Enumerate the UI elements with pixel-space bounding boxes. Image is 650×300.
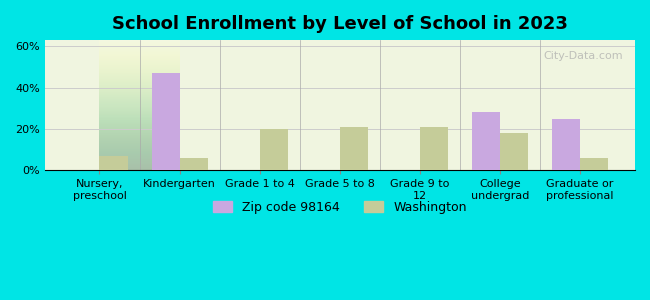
Bar <box>99 156 127 170</box>
Text: City-Data.com: City-Data.com <box>543 50 623 61</box>
Bar <box>179 158 207 170</box>
Legend: Zip code 98164, Washington: Zip code 98164, Washington <box>208 196 472 219</box>
Bar <box>580 158 608 170</box>
Bar <box>420 127 448 170</box>
Bar <box>151 73 179 170</box>
Bar <box>500 133 528 170</box>
Title: School Enrollment by Level of School in 2023: School Enrollment by Level of School in … <box>112 15 567 33</box>
Bar <box>552 118 580 170</box>
Bar <box>340 127 368 170</box>
Bar <box>472 112 500 170</box>
Bar <box>260 129 288 170</box>
